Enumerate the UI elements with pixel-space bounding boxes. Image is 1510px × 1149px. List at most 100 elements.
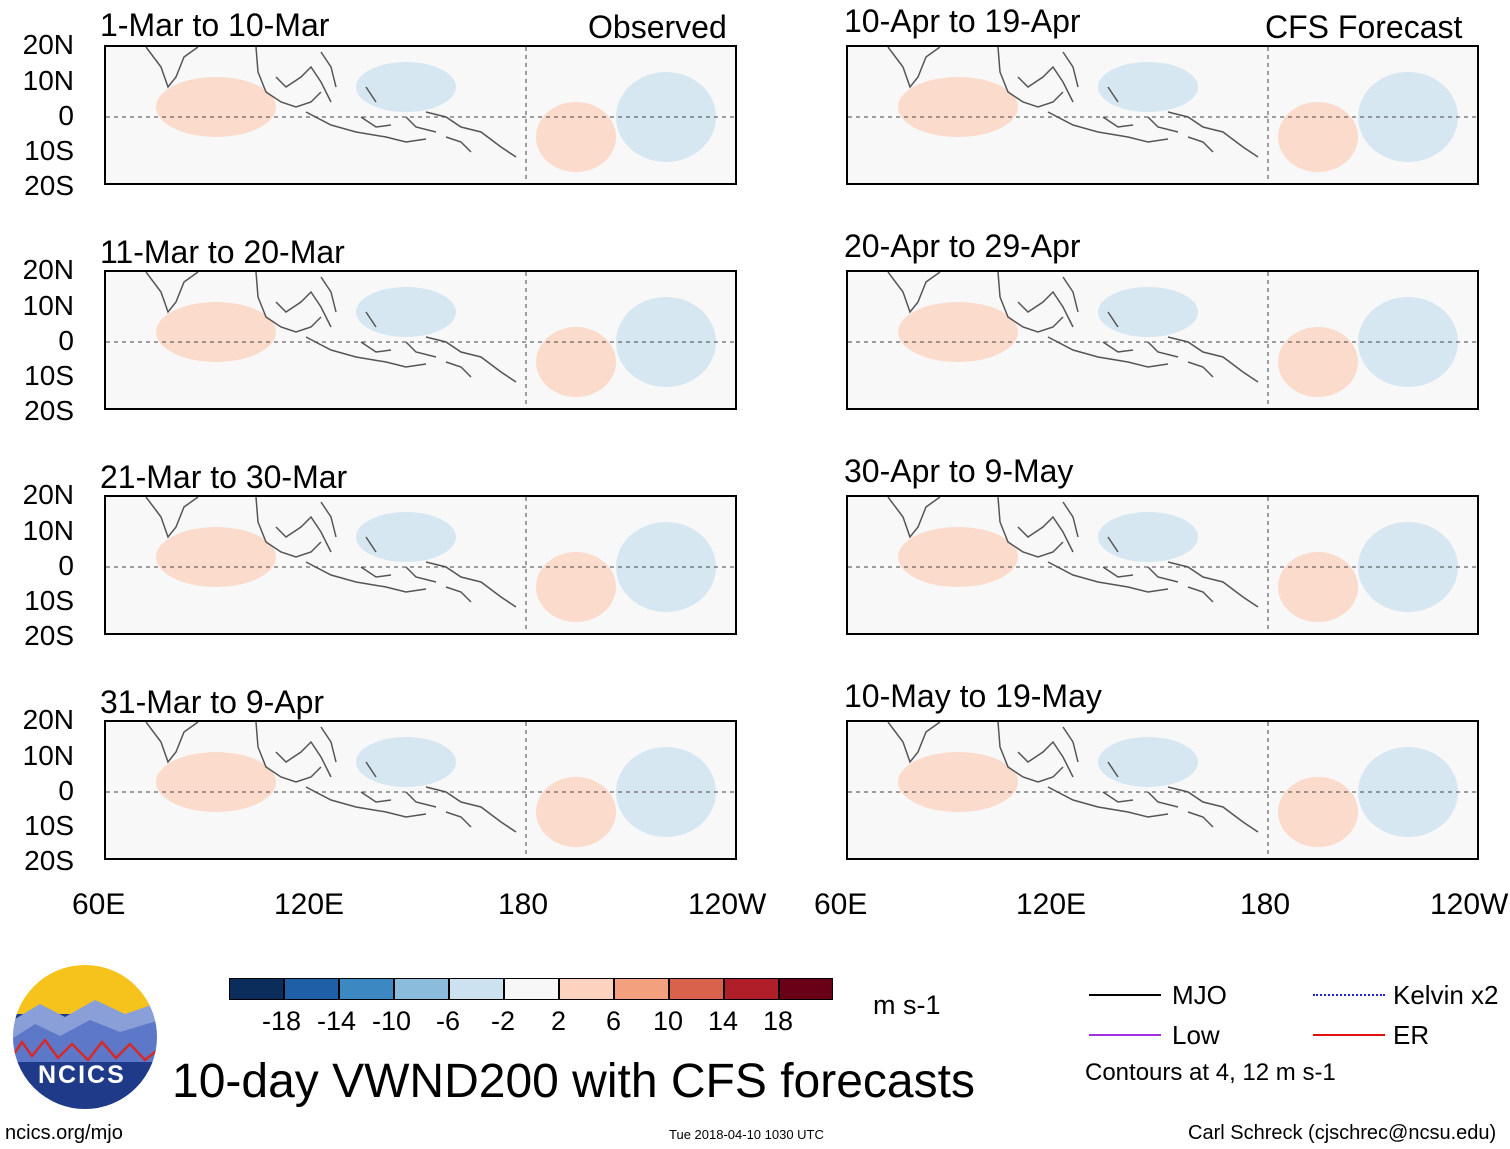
anomaly-blob [356, 62, 456, 112]
cfs-forecast-label: CFS Forecast [1265, 9, 1463, 45]
map-panel-left-3 [104, 495, 737, 635]
anomaly-blob [356, 737, 456, 787]
lat-label-10n: 10N [22, 65, 74, 96]
colorbar-label: -2 [491, 1006, 516, 1036]
coastline [887, 272, 1259, 383]
lat-label-eq: 0 [58, 100, 74, 131]
panel-title-right-1: 10-Apr to 19-Apr [844, 3, 1081, 39]
lat-label-20n: 20N [22, 29, 74, 60]
anomaly-map [106, 497, 735, 633]
er-legend-label: ER [1393, 1020, 1430, 1050]
anomaly-blob [1098, 287, 1198, 337]
panel-title-left-3: 21-Mar to 30-Mar [100, 459, 348, 495]
source-url: ncics.org/mjo [5, 1122, 123, 1144]
panel-title-left-1: 1-Mar to 10-Mar [100, 7, 330, 43]
anomaly-blob [356, 512, 456, 562]
panel-title-right-3: 30-Apr to 9-May [844, 453, 1074, 489]
colorbar-label: -14 [317, 1006, 357, 1036]
colorbar-box [449, 978, 504, 1000]
coastline [145, 47, 517, 158]
lon-label-180: 180 [1240, 888, 1291, 921]
kelvin-legend-line [1313, 994, 1385, 996]
colorbar-box [614, 978, 669, 1000]
colorbar-label: 18 [763, 1006, 794, 1036]
coastline [145, 722, 517, 833]
colorbar-box [724, 978, 779, 1000]
anomaly-blob [898, 302, 1018, 362]
coastline [887, 497, 1259, 608]
anomaly-blob [898, 752, 1018, 812]
colorbar-label: -6 [436, 1006, 461, 1036]
coastline [145, 272, 517, 383]
lat-label-10s: 10S [24, 810, 74, 841]
anomaly-blob [1278, 552, 1358, 622]
lon-label-120w: 120W [1430, 888, 1509, 921]
lon-label-120e: 120E [274, 888, 345, 921]
anomaly-blob [536, 552, 616, 622]
anomaly-blob [156, 527, 276, 587]
lat-label-20s: 20S [24, 395, 74, 426]
anomaly-map [106, 272, 735, 408]
anomaly-map [106, 722, 735, 858]
lat-label-20n: 20N [22, 704, 74, 735]
anomaly-blob [356, 287, 456, 337]
map-panel-left-4 [104, 720, 737, 860]
anomaly-map [848, 497, 1477, 633]
anomaly-blob [536, 777, 616, 847]
map-panel-left-1 [104, 45, 737, 185]
anomaly-blob [1098, 737, 1198, 787]
colorbar-box [229, 978, 284, 1000]
panel-title-right-2: 20-Apr to 29-Apr [844, 228, 1081, 264]
colorbar-label: 10 [653, 1006, 684, 1036]
lat-label-eq: 0 [58, 550, 74, 581]
colorbar-box [559, 978, 614, 1000]
anomaly-blob [1278, 777, 1358, 847]
lon-label-120e: 120E [1016, 888, 1087, 921]
lon-label-60e: 60E [814, 888, 868, 921]
colorbar-label: 2 [551, 1006, 567, 1036]
figure-title: 10-day VWND200 with CFS forecasts [172, 1055, 975, 1108]
map-panel-right-2 [846, 270, 1479, 410]
anomaly-blob [1098, 62, 1198, 112]
lon-label-120w: 120W [688, 888, 767, 921]
coastline [145, 497, 517, 608]
colorbar-box [669, 978, 724, 1000]
timestamp: Tue 2018-04-10 1030 UTC [669, 1127, 824, 1142]
low-legend-line [1089, 1034, 1161, 1036]
er-legend-line [1313, 1034, 1385, 1036]
lat-label-10s: 10S [24, 135, 74, 166]
coastline [887, 722, 1259, 833]
anomaly-map [106, 47, 735, 183]
anomaly-blob [536, 102, 616, 172]
low-legend-label: Low [1172, 1020, 1220, 1050]
anomaly-blob [156, 77, 276, 137]
lon-label-180: 180 [498, 888, 549, 921]
map-panel-left-2 [104, 270, 737, 410]
contour-note: Contours at 4, 12 m s-1 [1085, 1059, 1336, 1086]
colorbar-label: 14 [708, 1006, 739, 1036]
author: Carl Schreck (cjschrec@ncsu.edu) [1188, 1122, 1497, 1144]
lat-label-20n: 20N [22, 479, 74, 510]
mjo-legend-line [1089, 994, 1161, 996]
lat-label-20n: 20N [22, 254, 74, 285]
lat-label-eq: 0 [58, 325, 74, 356]
lat-label-20s: 20S [24, 620, 74, 651]
anomaly-blob [1278, 102, 1358, 172]
lat-label-10n: 10N [22, 290, 74, 321]
coastline [887, 47, 1259, 158]
anomaly-blob [536, 327, 616, 397]
lat-label-10s: 10S [24, 360, 74, 391]
anomaly-blob [156, 302, 276, 362]
mjo-legend-label: MJO [1172, 980, 1227, 1010]
observed-label: Observed [588, 9, 727, 45]
kelvin-legend-label: Kelvin x2 [1393, 980, 1499, 1010]
lat-label-eq: 0 [58, 775, 74, 806]
colorbar-label: -18 [262, 1006, 302, 1036]
lat-label-20s: 20S [24, 845, 74, 876]
map-panel-right-1 [846, 45, 1479, 185]
lat-label-10n: 10N [22, 515, 74, 546]
panel-title-left-4: 31-Mar to 9-Apr [100, 684, 325, 720]
anomaly-map [848, 47, 1477, 183]
anomaly-blob [1278, 327, 1358, 397]
colorbar-box [779, 978, 833, 1000]
